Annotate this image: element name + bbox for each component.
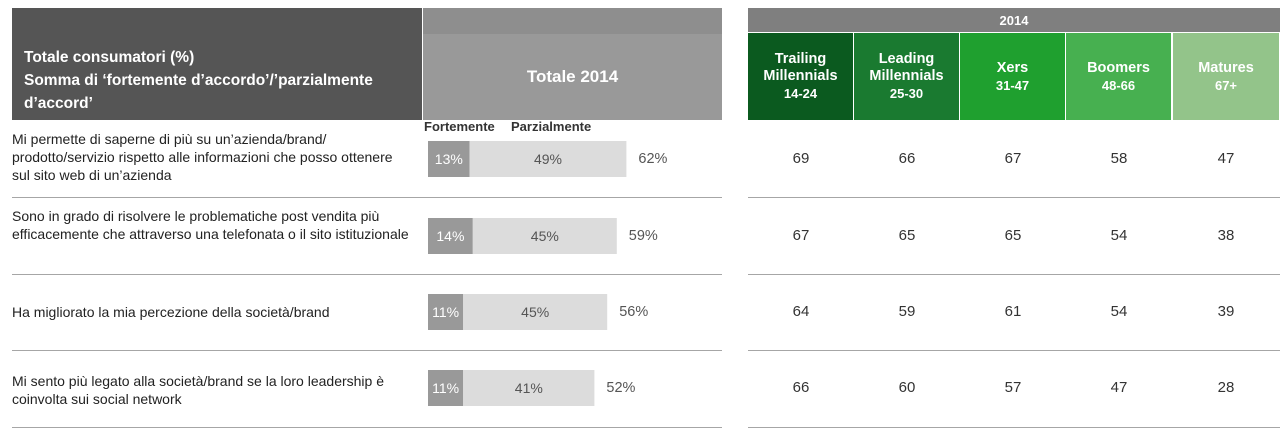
table-cell: 69 <box>792 150 810 167</box>
row-divider <box>748 350 1280 351</box>
bar-label-fortemente: 14% <box>436 228 464 244</box>
row-statement: Sono in grado di risolvere le problemati… <box>12 208 409 242</box>
group-age: 25-30 <box>889 86 924 101</box>
total-header-band <box>423 8 722 34</box>
group-header-matures: Matures 67+ <box>1173 33 1279 120</box>
group-age: 67+ <box>1214 77 1238 93</box>
bar-fortemente <box>428 294 464 330</box>
row-divider <box>12 197 722 198</box>
header-label-line: Somma di ‘fortemente d’accordo’/’parzial… <box>24 72 373 89</box>
bar-label-total: 62% <box>638 151 667 167</box>
row-divider <box>748 197 1280 198</box>
bar-label-parzialmente: 45% <box>531 228 559 244</box>
bar-label-parzialmente: 41% <box>515 380 543 396</box>
table-header-label: Totale consumatori (%) Somma di ‘forteme… <box>12 8 422 120</box>
table-cell: 64 <box>792 303 810 320</box>
total-header: Totale 2014 <box>423 34 722 120</box>
bar-parzialmente <box>469 141 627 177</box>
bar-parzialmente <box>472 218 617 254</box>
group-age: 31-47 <box>995 77 1030 93</box>
bar-label-total: 59% <box>629 228 658 244</box>
table-cell: 47 <box>1217 150 1235 167</box>
table-cell: 60 <box>898 379 916 396</box>
row-divider <box>12 427 722 428</box>
row-divider <box>12 350 722 351</box>
group-age: 48-66 <box>1101 77 1136 93</box>
table-cell: 39 <box>1217 303 1235 320</box>
table-cell: 61 <box>1004 303 1022 320</box>
bar-label-parzialmente: 49% <box>534 151 562 167</box>
row-statement: Mi sento più legato alla società/brand s… <box>12 373 385 407</box>
bar-parzialmente <box>463 370 595 406</box>
group-name: Boomers <box>1087 59 1150 76</box>
header-label-line: Totale consumatori (%) <box>24 49 195 66</box>
table-cell: 54 <box>1110 227 1128 244</box>
header-label-line: d’accord’ <box>24 95 93 112</box>
bar-label-parzialmente: 45% <box>521 304 549 320</box>
table-cell: 47 <box>1110 379 1128 396</box>
table-cell: 54 <box>1110 303 1128 320</box>
group-name: Millennials <box>869 68 944 84</box>
bar-fortemente <box>428 370 464 406</box>
bar-label-total: 56% <box>619 304 648 320</box>
group-name: Xers <box>996 59 1029 76</box>
bar-label-total: 52% <box>606 380 635 396</box>
group-name: Trailing <box>774 51 827 67</box>
group-name: Matures <box>1198 59 1254 76</box>
row-statement: Mi permette di saperne di più su un’azie… <box>12 131 393 183</box>
table-cell: 65 <box>898 227 916 244</box>
group-header-trailing: Trailing Millennials 14-24 <box>748 33 853 120</box>
year-header: 2014 <box>748 8 1280 32</box>
table-cell: 28 <box>1217 379 1235 396</box>
group-header-boomers: Boomers 48-66 <box>1066 33 1171 120</box>
bar-label-fortemente: 13% <box>435 151 463 167</box>
bar-parzialmente <box>463 294 608 330</box>
row-divider <box>748 427 1280 428</box>
bar-label-fortemente: 11% <box>432 304 459 320</box>
group-name: Millennials <box>763 68 838 84</box>
bar-label-fortemente: 11% <box>432 380 459 396</box>
row-statement: Ha migliorato la mia percezione della so… <box>12 304 330 320</box>
bar-fortemente <box>428 218 473 254</box>
group-name: Leading <box>878 51 935 67</box>
legend-strong: Fortemente <box>424 119 495 134</box>
legend-partial: Parzialmente <box>511 119 592 134</box>
table-cell: 67 <box>792 227 810 244</box>
table-cell: 66 <box>792 379 810 396</box>
table-cell: 67 <box>1004 150 1022 167</box>
group-header-leading: Leading Millennials 25-30 <box>854 33 959 120</box>
table-cell: 66 <box>898 150 916 167</box>
table-cell: 65 <box>1004 227 1022 244</box>
group-age: 14-24 <box>783 86 818 101</box>
table-cell: 38 <box>1217 227 1235 244</box>
table-cell: 59 <box>898 303 916 320</box>
row-divider <box>748 274 1280 275</box>
bar-fortemente <box>428 141 470 177</box>
group-header-xers: Xers 31-47 <box>960 33 1065 120</box>
row-divider <box>12 274 722 275</box>
table-cell: 57 <box>1004 379 1022 396</box>
table-cell: 58 <box>1110 150 1128 167</box>
